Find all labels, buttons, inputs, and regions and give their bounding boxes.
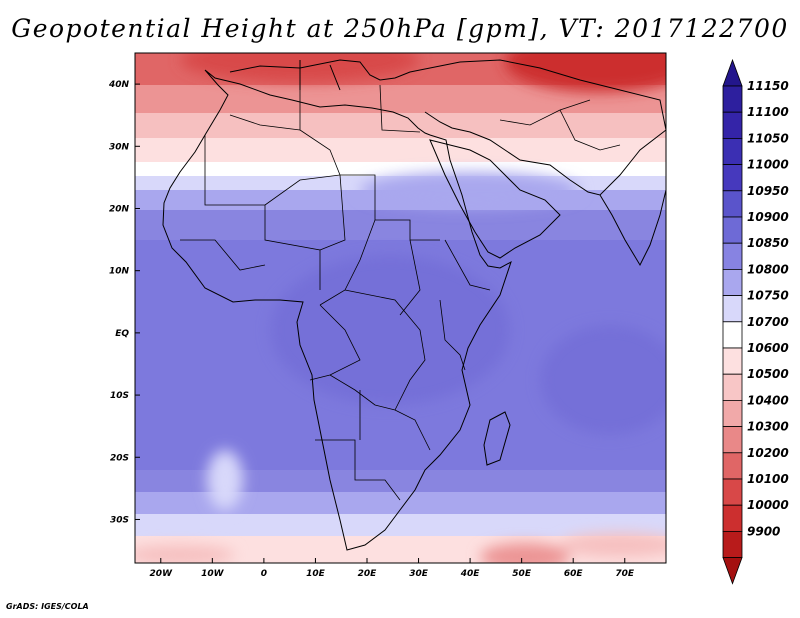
lon-tick-label: 70E [615,569,635,579]
colorbar: 11150 11100 11050 11000 10950 10900 10850 10800… [722,58,789,585]
colorbar-label: 10950 [747,184,789,198]
country-borders [180,84,621,501]
lat-tick-label: 30N [109,142,130,152]
colorbar-swatch [722,216,743,244]
colorbar-label: 10800 [747,262,789,276]
colorbar-swatch [722,426,743,454]
colorbar-label: 11050 [747,131,789,145]
colorbar-top-arrow [722,58,743,87]
colorbar-swatch [722,137,743,165]
lon-tick-label: 20E [358,569,378,579]
lon-tick-label: 30E [409,569,429,579]
lon-tick-label: 40E [460,569,481,579]
colorbar-swatch [722,268,743,296]
lon-tick-label: 60E [564,569,584,579]
colorbar-label: 9900 [747,524,780,538]
colorbar-label: 10400 [747,393,789,407]
colorbar-label: 11100 [747,105,789,119]
colorbar-swatch [722,111,743,139]
colorbar-swatch [722,504,743,532]
colorbar-swatch [722,321,743,349]
lat-tick-label: 10S [110,391,129,401]
colorbar-label: 10700 [747,315,789,329]
lat-tick-label: 30S [110,515,129,525]
colorbar-swatch [722,164,743,192]
lon-tick-label: 20W [150,569,174,579]
colorbar-swatch [722,452,743,480]
longitude-axis: 20W 10W 0 10E 20E 30E 40E 50E 60E 70E [150,558,635,579]
map-title: Geopotential Height at 250hPa [gpm], VT:… [11,14,789,43]
lat-tick-label: 10N [109,267,130,277]
colorbar-label: 10100 [747,472,789,486]
colorbar-label: 10750 [747,289,789,303]
colorbar-label: 10200 [747,446,789,460]
colorbar-swatch [722,347,743,375]
colorbar-swatch [722,531,743,559]
colorbar-swatch [722,478,743,506]
colorbar-label: 10500 [747,367,789,381]
lat-tick-label: 20S [110,453,129,463]
colorbar-swatch [722,295,743,323]
colorbar-swatch [722,399,743,427]
colorbar-swatch [722,373,743,401]
coastline [162,59,666,551]
colorbar-label: 11000 [747,158,789,172]
colorbar-bottom-arrow [722,557,743,585]
colorbar-swatch [722,190,743,218]
lat-tick-label: 20N [109,204,130,214]
lon-tick-label: 0 [261,569,267,579]
colorbar-label: 10600 [747,341,789,355]
lon-tick-label: 10E [306,569,326,579]
lat-tick-label: 40N [108,80,130,90]
colorbar-label: 10850 [747,236,789,250]
colorbar-label: 10300 [747,420,789,434]
credit-label: GrADS: IGES/COLA [6,602,89,611]
colorbar-swatch [722,242,743,270]
lon-tick-label: 10W [201,569,225,579]
height-field [135,53,666,563]
lat-tick-label: EQ [115,329,129,339]
colorbar-label: 10000 [747,498,789,512]
latitude-axis: 40N 30N 20N 10N EQ 10S 20S 30S [108,80,140,525]
colorbar-swatch [722,85,743,113]
map-frame [134,52,667,564]
lon-tick-label: 50E [512,569,532,579]
colorbar-label: 10900 [747,210,789,224]
colorbar-label: 11150 [747,79,789,93]
